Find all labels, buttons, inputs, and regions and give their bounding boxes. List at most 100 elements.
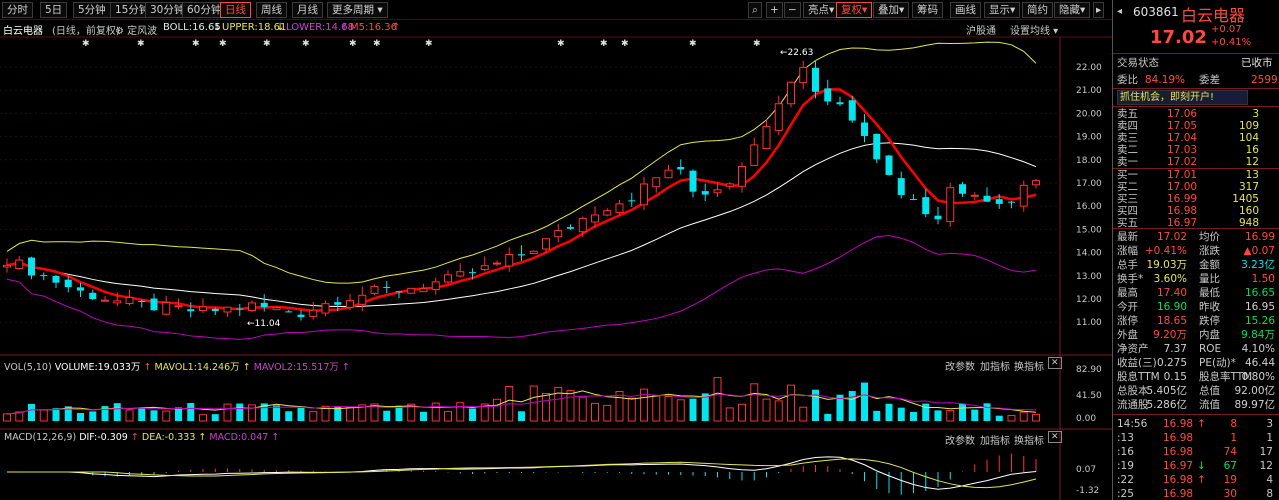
candlestick[interactable]: [260, 294, 268, 312]
candlestick[interactable]: [346, 293, 354, 311]
candlestick[interactable]: [395, 290, 403, 299]
candlestick[interactable]: [480, 256, 489, 272]
candlestick[interactable]: [162, 295, 171, 316]
candlestick[interactable]: [469, 268, 476, 280]
macd-edit-params[interactable]: 改参数: [945, 436, 975, 447]
candlestick[interactable]: [150, 293, 158, 311]
kline-chart[interactable]: 22.00 21.00 20.00 19.00 18.00 17.00 16.00 15.00…: [0, 0, 1112, 500]
candlestick[interactable]: [77, 282, 84, 298]
macd-switch-indicator[interactable]: 换指标: [1014, 436, 1044, 447]
candlestick[interactable]: [272, 306, 281, 311]
candlestick[interactable]: [615, 199, 624, 216]
vol-add-indicator[interactable]: 加指标: [980, 362, 1010, 373]
candlestick[interactable]: [358, 286, 367, 312]
candlestick[interactable]: [309, 301, 318, 320]
candlestick[interactable]: [677, 159, 685, 175]
candlestick[interactable]: [334, 296, 342, 312]
candlestick[interactable]: [774, 95, 783, 136]
period-tab-daily[interactable]: 日线: [220, 2, 251, 18]
hide-button[interactable]: 隐藏▾: [1054, 2, 1091, 18]
candlestick[interactable]: [725, 182, 734, 190]
candlestick[interactable]: [983, 187, 991, 202]
open-account-banner[interactable]: 抓住机会，即刻开户!: [1117, 90, 1248, 105]
period-tab-60min[interactable]: 60分钟: [182, 2, 227, 18]
candlestick[interactable]: [861, 114, 868, 143]
bid-row[interactable]: 买三 16.99 1405: [1115, 193, 1277, 205]
candlestick[interactable]: [236, 304, 244, 317]
candlestick[interactable]: [762, 119, 771, 150]
menu-icon[interactable]: ◂: [1117, 6, 1123, 17]
zoom-out-icon[interactable]: −: [784, 2, 801, 18]
ask-row[interactable]: 卖四 17.05 109: [1115, 120, 1277, 132]
candlestick[interactable]: [187, 302, 195, 318]
ask-row[interactable]: 卖一 17.02 12: [1115, 156, 1277, 168]
candlestick[interactable]: [922, 188, 930, 218]
candlestick[interactable]: [297, 310, 305, 321]
strategy-label[interactable]: ⚙ 定风波: [115, 26, 158, 37]
candlestick[interactable]: [1032, 179, 1040, 189]
candlestick[interactable]: [248, 300, 256, 312]
candlestick[interactable]: [554, 223, 563, 243]
close-icon[interactable]: ✕: [1048, 431, 1062, 443]
candlestick[interactable]: [701, 183, 709, 202]
candlestick[interactable]: [628, 192, 636, 207]
candlestick[interactable]: [664, 164, 673, 179]
candlestick[interactable]: [211, 307, 219, 316]
candlestick[interactable]: [52, 275, 60, 289]
candlestick[interactable]: [28, 256, 35, 280]
candlestick[interactable]: [885, 154, 893, 176]
candlestick[interactable]: [138, 299, 146, 308]
candlestick[interactable]: [787, 81, 795, 108]
collapse-panel-icon[interactable]: ▸: [1093, 2, 1105, 18]
candlestick[interactable]: [174, 298, 183, 310]
candlestick[interactable]: [505, 247, 514, 272]
candlestick[interactable]: [995, 194, 1003, 209]
candlestick[interactable]: [848, 95, 856, 123]
candlestick[interactable]: [713, 182, 722, 197]
candlestick[interactable]: [223, 306, 232, 317]
period-tab-weekly[interactable]: 周线: [256, 2, 287, 18]
candlestick[interactable]: [113, 292, 122, 307]
search-icon[interactable]: ⌕: [748, 2, 762, 18]
display-button[interactable]: 显示▾: [984, 2, 1021, 18]
candlestick[interactable]: [1019, 180, 1028, 212]
candlestick[interactable]: [542, 238, 550, 253]
candlestick[interactable]: [64, 276, 72, 293]
candlestick[interactable]: [529, 250, 538, 255]
ask-row[interactable]: 卖二 17.03 16: [1115, 144, 1277, 156]
candlestick[interactable]: [444, 270, 452, 285]
ma-settings-link[interactable]: 设置均线 ▾: [1010, 26, 1059, 37]
candlestick[interactable]: [689, 169, 697, 198]
candlestick[interactable]: [125, 290, 134, 306]
candlestick[interactable]: [89, 289, 97, 301]
candlestick[interactable]: [799, 60, 808, 89]
simple-button[interactable]: 简约: [1022, 2, 1053, 18]
candlestick[interactable]: [1008, 200, 1015, 209]
candlestick[interactable]: [824, 79, 832, 106]
candlestick[interactable]: [591, 206, 599, 228]
candlestick[interactable]: [738, 162, 746, 193]
macd-add-indicator[interactable]: 加指标: [980, 436, 1010, 447]
candlestick[interactable]: [321, 300, 330, 317]
candlestick[interactable]: [40, 272, 48, 281]
candlestick[interactable]: [431, 277, 440, 295]
candlestick[interactable]: [567, 224, 574, 230]
vol-switch-indicator[interactable]: 换指标: [1014, 362, 1044, 373]
candlestick[interactable]: [199, 298, 207, 313]
candlestick[interactable]: [640, 176, 648, 211]
candlestick[interactable]: [285, 309, 293, 313]
candlestick[interactable]: [946, 182, 955, 227]
candlestick[interactable]: [812, 60, 819, 99]
candlestick[interactable]: [407, 287, 416, 294]
candlestick[interactable]: [3, 258, 11, 273]
candlestick[interactable]: [836, 96, 844, 106]
draw-line-button[interactable]: 画线: [950, 2, 981, 18]
candlestick[interactable]: [578, 216, 587, 238]
candlestick[interactable]: [897, 171, 905, 199]
bid-row[interactable]: 买四 16.98 160: [1115, 205, 1277, 217]
ask-row[interactable]: 卖三 17.04 104: [1115, 132, 1277, 144]
period-tab-fenshi[interactable]: 分时: [2, 2, 33, 18]
candlestick[interactable]: [370, 284, 379, 296]
bid-row[interactable]: 买二 17.00 317: [1115, 181, 1277, 193]
candlestick[interactable]: [934, 206, 942, 225]
